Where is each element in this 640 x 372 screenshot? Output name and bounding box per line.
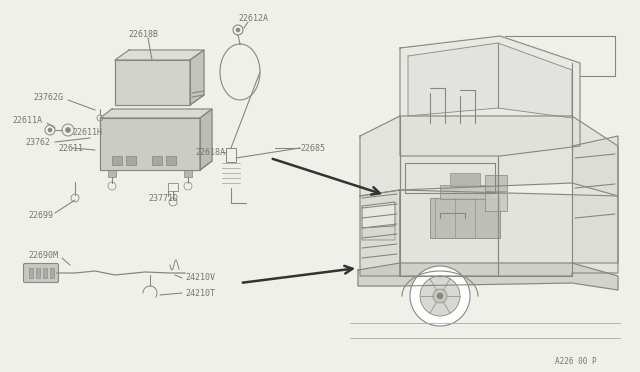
Text: 22611H: 22611H [72, 128, 102, 137]
Bar [152, 156, 162, 165]
Text: 22618A: 22618A [195, 148, 225, 157]
Polygon shape [200, 109, 212, 170]
Bar [29, 268, 33, 278]
Bar [430, 198, 500, 238]
Text: 22690M: 22690M [28, 251, 58, 260]
Bar [43, 268, 47, 278]
Bar [226, 148, 236, 162]
Text: 22685: 22685 [300, 144, 325, 153]
Bar [112, 156, 122, 165]
Circle shape [236, 28, 240, 32]
Bar [485, 193, 507, 211]
Text: 24210T: 24210T [185, 289, 215, 298]
Polygon shape [190, 50, 204, 105]
Bar [450, 173, 480, 186]
Polygon shape [100, 109, 212, 118]
Text: 23762G: 23762G [33, 93, 63, 102]
Polygon shape [362, 226, 395, 240]
Polygon shape [408, 43, 572, 118]
Bar [168, 183, 178, 191]
Text: A226 00 P: A226 00 P [555, 357, 596, 366]
Bar [50, 268, 54, 278]
Polygon shape [358, 263, 618, 290]
Bar [440, 185, 490, 199]
Circle shape [437, 293, 443, 299]
Bar [36, 268, 40, 278]
Circle shape [433, 289, 447, 303]
Text: 22699: 22699 [28, 211, 53, 219]
Bar [126, 156, 136, 165]
Circle shape [410, 266, 470, 326]
Polygon shape [115, 60, 190, 105]
Polygon shape [360, 190, 400, 276]
Polygon shape [362, 202, 395, 228]
Circle shape [420, 276, 460, 316]
Polygon shape [115, 50, 204, 60]
Circle shape [48, 128, 52, 132]
Text: 22611A: 22611A [12, 115, 42, 125]
Text: 23771D: 23771D [148, 193, 178, 202]
Bar [485, 175, 507, 191]
Text: 22611: 22611 [58, 144, 83, 153]
Polygon shape [572, 136, 618, 263]
Text: 23762: 23762 [25, 138, 50, 147]
Circle shape [65, 128, 70, 132]
Bar [184, 170, 192, 177]
Text: 22618B: 22618B [128, 29, 158, 38]
Bar [166, 156, 176, 165]
Polygon shape [360, 116, 618, 196]
Text: 24210V: 24210V [185, 273, 215, 282]
Polygon shape [400, 190, 618, 276]
Polygon shape [400, 36, 580, 156]
Text: 22612A: 22612A [238, 13, 268, 22]
FancyBboxPatch shape [24, 263, 58, 282]
Polygon shape [100, 118, 200, 170]
Bar [108, 170, 116, 177]
